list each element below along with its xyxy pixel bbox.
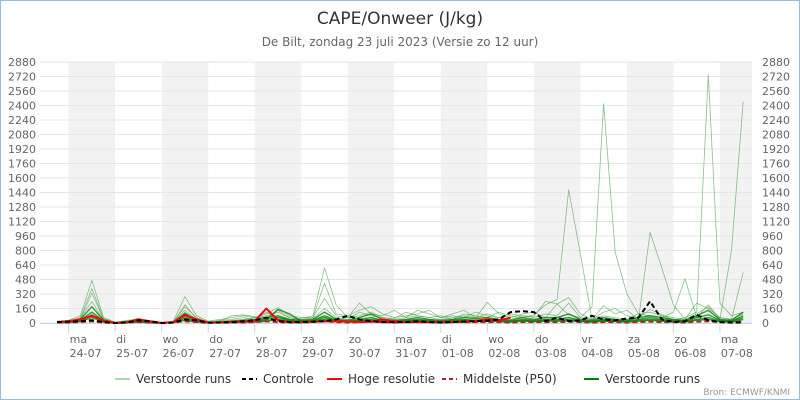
y-tick-label-left: 1280 (8, 201, 36, 214)
legend-label-controle[interactable]: Controle (263, 372, 314, 386)
x-tick-day: ma (721, 333, 738, 346)
x-tick-day: do (535, 333, 549, 346)
legend-label-hoge-resolutie[interactable]: Hoge resolutie (348, 372, 435, 386)
y-tick-label-left: 2080 (8, 129, 36, 142)
y-tick-label-right: 1440 (762, 187, 790, 200)
legend-label-p50[interactable]: Middelste (P50) (463, 372, 557, 386)
x-tick-date: 26-07 (163, 347, 195, 360)
x-tick-date: 07-08 (721, 347, 753, 360)
y-tick-label-right: 320 (762, 288, 783, 301)
y-tick-label-right: 160 (762, 303, 783, 316)
x-tick-date: 02-08 (488, 347, 520, 360)
y-tick-label-left: 2240 (8, 114, 36, 127)
y-tick-label-left: 800 (15, 245, 36, 258)
x-tick-day: di (116, 333, 126, 346)
y-tick-label-right: 2560 (762, 85, 790, 98)
x-tick-day: za (628, 333, 641, 346)
y-tick-label-right: 2080 (762, 129, 790, 142)
x-tick-day: wo (488, 333, 504, 346)
chart-subtitle: De Bilt, zondag 23 juli 2023 (Versie zo … (262, 35, 539, 49)
y-tick-label-right: 640 (762, 259, 783, 272)
y-tick-label-left: 1120 (8, 216, 36, 229)
y-tick-label-left: 1440 (8, 187, 36, 200)
x-tick-day: ma (395, 333, 412, 346)
x-tick-day: wo (163, 333, 179, 346)
y-tick-label-right: 480 (762, 274, 783, 287)
y-tick-label-right: 2400 (762, 100, 790, 113)
x-tick-date: 31-07 (395, 347, 427, 360)
x-tick-day: zo (349, 333, 362, 346)
x-tick-date: 30-07 (349, 347, 381, 360)
y-tick-label-right: 2720 (762, 71, 790, 84)
y-tick-label-right: 800 (762, 245, 783, 258)
y-tick-label-left: 1920 (8, 143, 36, 156)
y-tick-label-right: 1280 (762, 201, 790, 214)
series-controle (56, 300, 744, 324)
y-tick-label-right: 0 (762, 317, 769, 330)
x-tick-date: 01-08 (442, 347, 474, 360)
legend: Verstoorde runs Controle Hoge resolutie … (115, 372, 700, 386)
y-tick-label-left: 960 (15, 230, 36, 243)
y-tick-label-left: 1760 (8, 158, 36, 171)
x-tick-date: 25-07 (116, 347, 148, 360)
legend-label-verstoorde-runs-light[interactable]: Verstoorde runs (136, 372, 231, 386)
x-tick-date: 06-08 (674, 347, 706, 360)
x-tick-date: 05-08 (628, 347, 660, 360)
y-tick-label-left: 0 (29, 317, 36, 330)
x-tick-date: 29-07 (302, 347, 334, 360)
credit-text: Bron: ECMWF/KNMI (703, 388, 790, 398)
x-tick-day: di (442, 333, 452, 346)
y-tick-label-left: 480 (15, 274, 36, 287)
x-tick-day: zo (674, 333, 687, 346)
x-tick-day: do (209, 333, 223, 346)
legend-label-verstoorde-runs-dark[interactable]: Verstoorde runs (605, 372, 700, 386)
y-tick-label-right: 1120 (762, 216, 790, 229)
y-tick-label-left: 2560 (8, 85, 36, 98)
y-tick-label-right: 960 (762, 230, 783, 243)
y-tick-label-right: 1600 (762, 172, 790, 185)
y-tick-label-left: 2720 (8, 71, 36, 84)
y-tick-label-left: 320 (15, 288, 36, 301)
y-tick-label-right: 2240 (762, 114, 790, 127)
x-tick-day: vr (581, 333, 593, 346)
y-tick-label-right: 1760 (762, 158, 790, 171)
y-tick-label-left: 2880 (8, 56, 36, 69)
x-tick-day: za (302, 333, 315, 346)
x-tick-date: 04-08 (581, 347, 613, 360)
chart-title: CAPE/Onweer (J/kg) (317, 9, 483, 29)
y-tick-label-right: 1920 (762, 143, 790, 156)
y-tick-label-left: 160 (15, 303, 36, 316)
x-tick-date: 24-07 (70, 347, 102, 360)
y-tick-label-left: 1600 (8, 172, 36, 185)
x-tick-date: 03-08 (535, 347, 567, 360)
y-tick-label-right: 2880 (762, 56, 790, 69)
x-tick-date: 27-07 (209, 347, 241, 360)
y-tick-label-left: 640 (15, 259, 36, 272)
x-tick-date: 28-07 (256, 347, 288, 360)
x-tick-day: ma (70, 333, 87, 346)
y-tick-label-left: 2400 (8, 100, 36, 113)
x-tick-day: vr (256, 333, 268, 346)
